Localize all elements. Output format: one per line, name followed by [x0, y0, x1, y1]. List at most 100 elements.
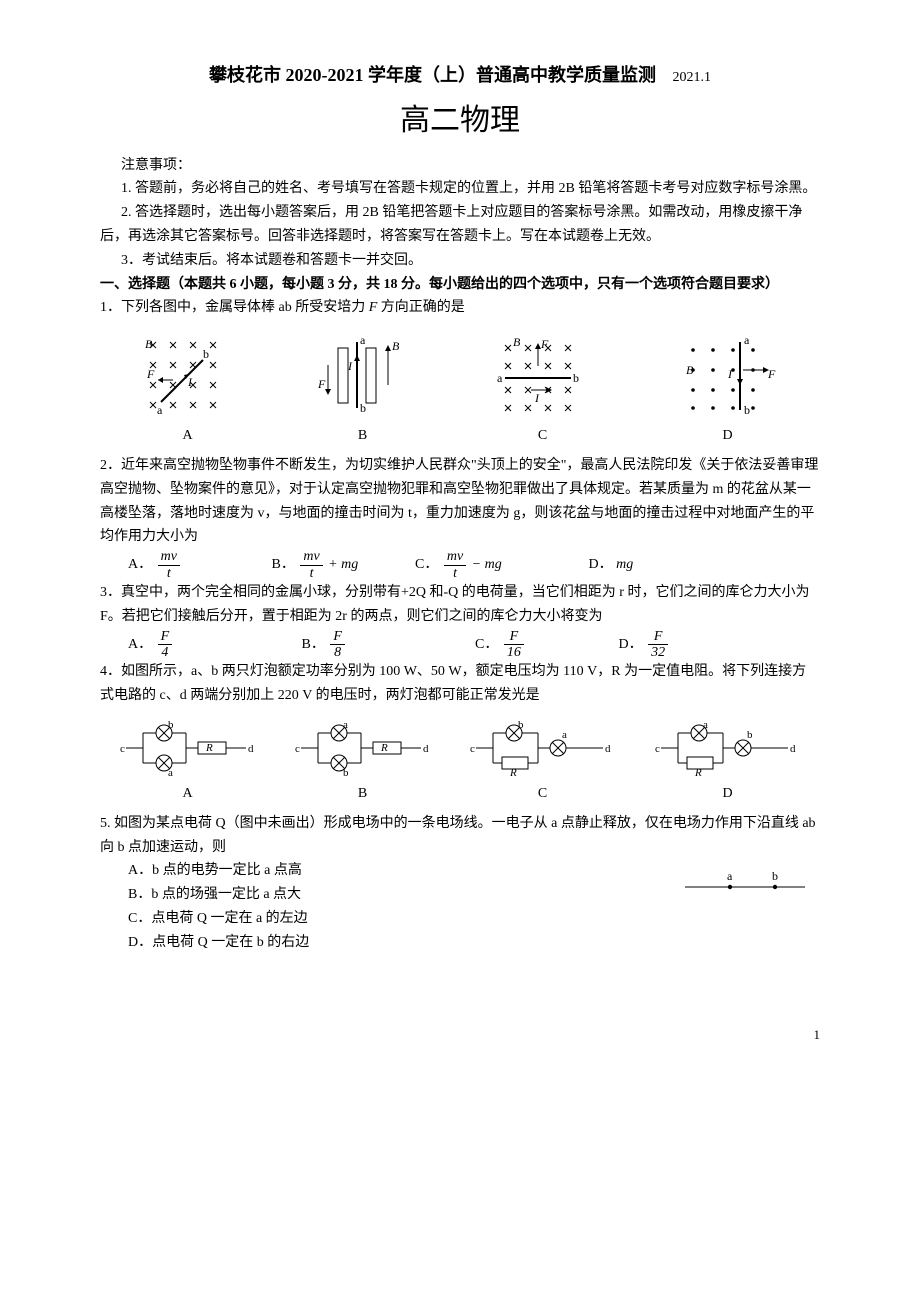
svg-text:d: d	[790, 743, 796, 755]
q3-d-den: 32	[648, 645, 668, 660]
svg-text:c: c	[655, 743, 660, 755]
svg-text:B: B	[686, 363, 694, 377]
q4-diagram-c: c d b R a C	[468, 718, 618, 806]
svg-text:a: a	[562, 729, 567, 741]
svg-text:d: d	[248, 743, 254, 755]
q2-opt-d: D． mg	[589, 553, 729, 577]
svg-text:R: R	[380, 742, 388, 754]
q4-svg-b: cd ab R	[293, 718, 433, 778]
q4-diagram-a: cd ba R A	[118, 718, 258, 806]
q4-label-c: C	[468, 782, 618, 806]
notice-item-3: 3．考试结束后。将本试题卷和答题卡一并交回。	[100, 249, 820, 273]
notice-item-2: 2. 答选择题时，选出每小题答案后，用 2B 铅笔把答题卡上对应题目的答案标号涂…	[100, 201, 820, 249]
svg-text:b: b	[343, 767, 349, 778]
notice-heading: 注意事项：	[100, 154, 820, 178]
svg-text:b: b	[168, 719, 174, 731]
svg-text:b: b	[747, 729, 753, 741]
svg-text:a: a	[168, 767, 173, 778]
q3-options: A． F4 B． F8 C． F16 D． F32	[128, 629, 820, 661]
svg-text:a: a	[360, 333, 366, 347]
q1-diagrams: a b I F B A a b	[100, 330, 820, 448]
q3-c-num: F	[504, 629, 524, 645]
q1-svg-c: a b I F B	[483, 330, 603, 420]
notice-item-1: 1. 答题前，务必将自己的姓名、考号填写在答题卡规定的位置上，并用 2B 铅笔将…	[100, 177, 820, 201]
svg-text:F: F	[767, 367, 776, 381]
q3-c-den: 16	[504, 645, 524, 660]
q4-diagram-b: cd ab R B	[293, 718, 433, 806]
q2-c-label: C．	[415, 557, 438, 572]
q5-figure: a b	[680, 865, 810, 910]
q4-label-d: D	[653, 782, 803, 806]
svg-text:c: c	[120, 743, 125, 755]
svg-text:I: I	[534, 391, 540, 405]
q1-svg-a: a b I F B	[133, 330, 243, 420]
q2-d-label: D．	[589, 557, 613, 572]
svg-text:a: a	[744, 333, 750, 347]
q3-stem: 3．真空中，两个完全相同的金属小球，分别带有+2Q 和-Q 的电荷量，当它们相距…	[100, 581, 820, 629]
q3-a-num: F	[158, 629, 173, 645]
svg-text:a: a	[157, 403, 163, 417]
q3-d-num: F	[648, 629, 668, 645]
q5-fig-b: b	[772, 869, 778, 883]
svg-text:c: c	[295, 743, 300, 755]
q3-d-label: D．	[619, 637, 643, 652]
svg-text:F: F	[317, 377, 326, 391]
q2-a-label: A．	[128, 557, 152, 572]
q3-b-den: 8	[330, 645, 345, 660]
q2-options: A． mvt B． mvt + mg C． mvt − mg D． mg	[128, 549, 820, 581]
svg-text:I: I	[347, 359, 353, 373]
q4-svg-c: c d b R a	[468, 718, 618, 778]
q1-stem-post: 方向正确的是	[377, 300, 465, 315]
svg-text:b: b	[360, 401, 366, 415]
exam-subject: 高二物理	[100, 95, 820, 146]
q4-diagrams: c d b a R A	[100, 718, 820, 806]
section1-heading: 一、选择题（本题共 6 小题，每小题 3 分，共 18 分。每小题给出的四个选项…	[100, 273, 820, 297]
q2-c-num: mv	[444, 549, 466, 565]
svg-text:d: d	[423, 743, 429, 755]
q4-stem: 4．如图所示，a、b 两只灯泡额定功率分别为 100 W、50 W，额定电压均为…	[100, 660, 820, 708]
q1-svg-d: a b I F B	[668, 330, 788, 420]
q3-b-label: B．	[302, 637, 325, 652]
q2-d-val: mg	[616, 557, 633, 572]
q1-label-b: B	[308, 424, 418, 448]
q2-b-num: mv	[300, 549, 322, 565]
q4-diagram-d: cd aR b D	[653, 718, 803, 806]
svg-text:R: R	[509, 767, 517, 778]
q5-fig-a: a	[727, 869, 733, 883]
q1-stem: 1．下列各图中，金属导体棒 ab 所受安培力 F 方向正确的是	[100, 296, 820, 320]
q2-opt-a: A． mvt	[128, 549, 268, 581]
svg-text:F: F	[540, 337, 549, 351]
svg-text:b: b	[744, 403, 750, 417]
svg-text:c: c	[470, 743, 475, 755]
q3-opt-a: A． F4	[128, 629, 298, 661]
svg-text:a: a	[703, 719, 708, 731]
q2-c-den: t	[444, 566, 466, 581]
q2-b-label: B．	[272, 557, 295, 572]
q3-a-label: A．	[128, 637, 152, 652]
svg-text:I: I	[187, 375, 193, 389]
q1-force-symbol: F	[369, 300, 378, 315]
page-number: 1	[100, 1024, 820, 1046]
q3-opt-c: C． F16	[475, 629, 615, 661]
exam-date: 2021.1	[673, 70, 712, 85]
q1-diagram-a: a b I F B A	[133, 330, 243, 448]
q5-svg: a b	[680, 865, 810, 901]
q2-a-num: mv	[158, 549, 180, 565]
q5-opt-c: C．点电荷 Q 一定在 a 的左边	[100, 907, 820, 931]
q1-diagram-b: a b I B F B	[308, 330, 418, 448]
q3-opt-b: B． F8	[302, 629, 472, 661]
q3-opt-d: D． F32	[619, 629, 759, 661]
q4-label-b: B	[293, 782, 433, 806]
q1-label-d: D	[668, 424, 788, 448]
svg-text:d: d	[605, 743, 611, 755]
svg-text:B: B	[145, 337, 153, 351]
q3-c-label: C．	[475, 637, 498, 652]
q1-svg-b: a b I B F	[308, 330, 418, 420]
q1-stem-pre: 1．下列各图中，金属导体棒 ab 所受安培力	[100, 300, 369, 315]
svg-text:b: b	[518, 719, 524, 731]
q1-label-a: A	[133, 424, 243, 448]
q5-opt-d: D．点电荷 Q 一定在 b 的右边	[100, 931, 820, 955]
q2-opt-b: B． mvt + mg	[272, 549, 412, 581]
q4-label-a: A	[118, 782, 258, 806]
q2-opt-c: C． mvt − mg	[415, 549, 585, 581]
